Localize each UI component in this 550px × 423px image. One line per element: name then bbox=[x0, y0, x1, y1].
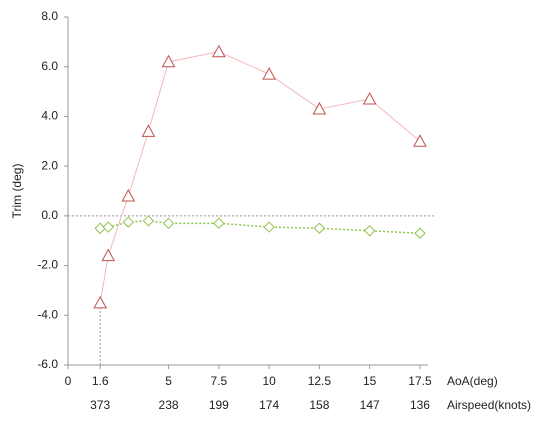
marker bbox=[262, 67, 276, 80]
marker bbox=[362, 91, 377, 105]
marker bbox=[313, 222, 326, 234]
airspeed-label: 147 bbox=[360, 398, 380, 412]
marker bbox=[141, 124, 156, 137]
y-tick-label: 8.0 bbox=[41, 9, 58, 23]
marker bbox=[363, 225, 376, 237]
airspeed-label: 136 bbox=[410, 398, 430, 412]
airspeed-label: 158 bbox=[309, 398, 329, 412]
x-tick-label: 1.6 bbox=[92, 374, 109, 388]
marker bbox=[93, 295, 108, 309]
x2-axis-label: Airspeed(knots) bbox=[447, 398, 531, 412]
y-tick-label: 0.0 bbox=[41, 208, 58, 222]
y-tick-label: 2.0 bbox=[41, 158, 58, 172]
x-tick-label: 15 bbox=[363, 374, 377, 388]
y-tick-label: -4.0 bbox=[37, 307, 58, 321]
marker bbox=[94, 222, 106, 234]
x-tick-label: 0 bbox=[65, 374, 72, 388]
x-tick-label: 12.5 bbox=[308, 374, 332, 388]
airspeed-label: 238 bbox=[159, 398, 179, 412]
x-tick-label: 17.5 bbox=[408, 374, 432, 388]
airspeed-label: 174 bbox=[259, 398, 279, 412]
x-tick-label: 5 bbox=[165, 374, 172, 388]
marker bbox=[263, 221, 275, 233]
marker bbox=[312, 101, 327, 115]
x-axis-label: AoA(deg) bbox=[447, 374, 498, 388]
marker bbox=[122, 216, 135, 228]
marker bbox=[211, 44, 226, 58]
airspeed-label: 199 bbox=[209, 398, 229, 412]
marker bbox=[102, 221, 114, 233]
y-tick-label: 4.0 bbox=[41, 109, 58, 123]
marker bbox=[413, 134, 427, 147]
marker bbox=[101, 248, 116, 262]
y-tick-label: -6.0 bbox=[37, 357, 58, 371]
marker bbox=[121, 188, 136, 202]
marker bbox=[213, 217, 225, 230]
marker bbox=[162, 217, 175, 230]
y-tick-label: -2.0 bbox=[37, 258, 58, 272]
series-line bbox=[99, 51, 421, 303]
series-line bbox=[100, 220, 420, 235]
x-tick-label: 7.5 bbox=[210, 374, 227, 388]
y-axis-label: Trim (deg) bbox=[10, 164, 24, 219]
marker bbox=[142, 215, 155, 227]
marker bbox=[161, 54, 176, 68]
x-tick-label: 10 bbox=[262, 374, 276, 388]
airspeed-label: 373 bbox=[90, 398, 110, 412]
marker bbox=[414, 227, 426, 239]
y-tick-label: 6.0 bbox=[41, 59, 58, 73]
